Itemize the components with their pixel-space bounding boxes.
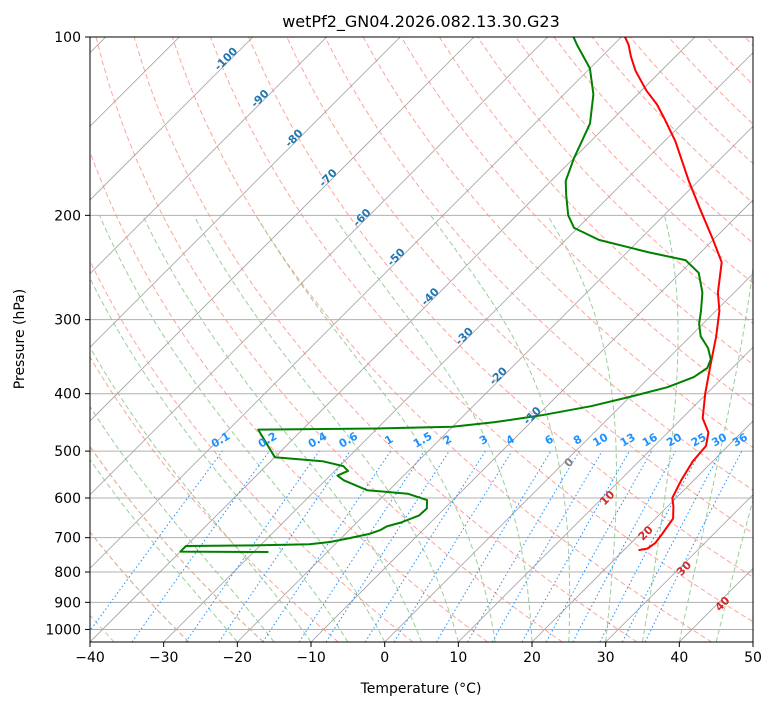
dry-adiabat	[171, 37, 712, 642]
y-tick-label: 700	[54, 531, 81, 547]
background-lines	[90, 37, 753, 642]
dry-adiabat	[515, 37, 753, 284]
mixing-ratio-line	[545, 450, 653, 642]
x-tick-label: 10	[449, 650, 467, 666]
chart-title: wetPf2_GN04.2026.082.13.30.G23	[282, 12, 560, 32]
dry-adiabat	[95, 37, 563, 642]
tan-adiabat	[90, 531, 190, 642]
y-tick-label: 400	[54, 387, 81, 403]
moist-adiabat	[642, 215, 679, 642]
x-tick-label: −30	[149, 650, 179, 666]
dry-adiabat	[438, 37, 753, 366]
dry-adiabat	[133, 37, 638, 642]
mixing-ratio-line	[298, 450, 425, 642]
isotherm-line	[90, 37, 401, 348]
y-axis-label: Pressure (hPa)	[12, 289, 28, 389]
y-tick-label: 100	[54, 30, 81, 46]
mixing-ratio-line	[90, 450, 223, 632]
moist-adiabat	[430, 215, 571, 642]
temperature-profile-line	[624, 37, 723, 552]
isotherm-line	[384, 273, 753, 642]
mixing-ratio-line	[572, 450, 677, 642]
isotherm-line	[90, 37, 548, 496]
isotherm-line	[90, 37, 622, 569]
x-axis: −40 −30 −20 −10 0 10 20 30 40 50	[75, 642, 762, 666]
dry-adiabat	[400, 37, 753, 407]
mixing-ratio-line	[262, 450, 392, 642]
isotherm-line	[531, 420, 753, 642]
isotherm-line	[90, 37, 254, 201]
dry-adiabat	[90, 259, 414, 642]
x-tick-label: −40	[75, 650, 105, 666]
mixing-ratio-line	[393, 450, 513, 642]
x-tick-label: 20	[523, 650, 541, 666]
isotherm-line	[90, 37, 475, 422]
isotherm-line	[605, 494, 753, 642]
dry-adiabat	[248, 37, 753, 578]
mixing-ratio-line	[644, 450, 743, 642]
mixing-ratio-line	[218, 450, 351, 642]
mixing-ratio-line	[325, 450, 450, 642]
moist-adiabat	[547, 215, 617, 642]
moist-adiabat	[255, 215, 496, 642]
moist-adiabat	[90, 346, 312, 642]
x-tick-label: 30	[597, 650, 615, 666]
y-tick-label: 500	[54, 444, 81, 460]
x-tick-label: −20	[223, 650, 253, 666]
x-tick-label: 0	[380, 650, 389, 666]
moist-adiabat	[142, 215, 422, 642]
dry-adiabat	[324, 37, 753, 491]
x-axis-label: Temperature (°C)	[360, 681, 482, 697]
x-tick-label: 50	[744, 650, 762, 666]
mixing-ratio-line	[185, 450, 320, 642]
x-tick-label: 40	[670, 650, 688, 666]
y-tick-label: 900	[54, 595, 81, 611]
dry-adiabat	[90, 150, 488, 642]
y-axis: 100 200 300 400 500 600 700 800 900 1000	[45, 30, 90, 638]
tan-adiabat	[90, 445, 264, 642]
y-tick-label: 600	[54, 491, 81, 507]
dry-adiabat	[90, 356, 339, 642]
moist-adiabat	[99, 215, 386, 642]
plot-frame	[89, 36, 754, 643]
mixing-ratio-line	[521, 450, 630, 642]
x-tick-label: −10	[296, 650, 326, 666]
dry-adiabat	[210, 37, 753, 623]
y-tick-label: 1000	[45, 622, 81, 638]
isotherm-line	[163, 52, 753, 642]
isotherm-line	[458, 346, 753, 642]
moist-adiabat	[715, 498, 753, 642]
profile-series	[179, 37, 723, 553]
y-tick-label: 300	[54, 313, 81, 329]
y-tick-label: 800	[54, 565, 81, 581]
isotherm-line	[90, 37, 327, 275]
moist-adiabat	[193, 215, 459, 642]
dewpoint-profile-line	[179, 37, 712, 553]
y-tick-label: 200	[54, 208, 81, 224]
moist-adiabat	[678, 264, 753, 642]
moist-adiabat	[90, 458, 238, 642]
mixing-ratio-line	[131, 450, 270, 642]
